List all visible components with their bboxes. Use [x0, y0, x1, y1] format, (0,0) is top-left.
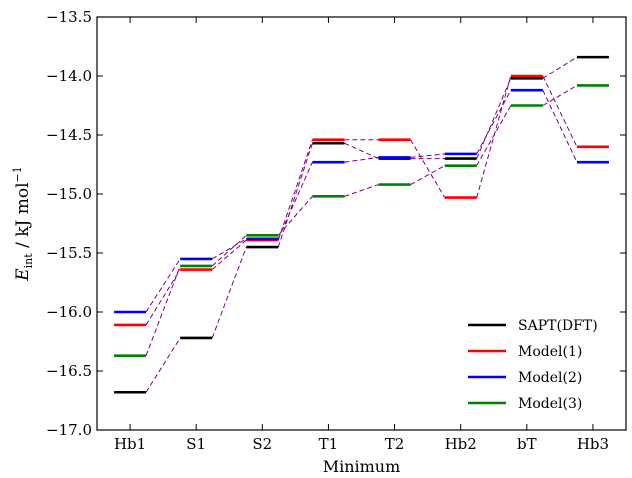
y-tick-label: −13.5 [46, 8, 92, 26]
x-tick-label: Hb1 [114, 435, 146, 453]
y-tick-label: −15.5 [46, 244, 92, 262]
x-tick-label: T1 [319, 435, 339, 453]
x-tick-label: T2 [385, 435, 405, 453]
connector-2-2 [277, 161, 313, 240]
connector-2-1 [211, 238, 247, 260]
y-tick-label: −16.5 [46, 362, 92, 380]
x-ticks: Hb1 S1 S2 T1 T2 Hb2 bT Hb3 [114, 17, 609, 453]
y-axis-unit-exponent: −1 [11, 166, 24, 182]
energy-levels [114, 55, 609, 394]
connector-0-1 [211, 246, 247, 339]
x-tick-label: Hb2 [445, 435, 477, 453]
connector-0-3 [344, 142, 379, 160]
y-ticks: −17.0 −16.5 −16.0 −15.5 −15.0 −14.5 −14.0 −13.5 [46, 8, 626, 439]
y-axis-subscript: int [22, 253, 35, 269]
connector-2-6 [542, 89, 578, 163]
connector-2-4 [410, 153, 445, 158]
y-tick-label: −14.5 [46, 126, 92, 144]
y-axis-symbol: E [13, 268, 33, 282]
x-tick-label: bT [517, 435, 537, 453]
connector-1-1 [211, 239, 247, 270]
x-tick-label: Hb3 [577, 435, 609, 453]
x-axis-label: Minimum [323, 457, 401, 476]
y-tick-label: −17.0 [46, 421, 92, 439]
x-tick-label: S1 [186, 435, 206, 453]
connector-1-4 [410, 139, 446, 198]
connector-1-2 [277, 139, 313, 241]
connector-0-2 [277, 143, 313, 248]
connector-3-5 [476, 105, 512, 166]
connector-0-0 [145, 337, 181, 393]
y-tick-label: −16.0 [46, 303, 92, 321]
connector-3-0 [145, 265, 181, 356]
legend-label-3: Model(3) [518, 396, 582, 412]
connector-1-6 [542, 75, 578, 148]
connector-3-4 [410, 165, 445, 185]
connector-3-2 [277, 196, 313, 236]
connector-0-5 [476, 78, 512, 159]
legend: SAPT(DFT) Model(1) Model(2) Model(3) [468, 318, 598, 412]
legend-label-2: Model(2) [518, 370, 582, 386]
x-tick-label: S2 [252, 435, 272, 453]
connector-3-6 [542, 85, 578, 106]
connector-3-3 [344, 184, 379, 197]
connector-1-0 [145, 269, 181, 326]
y-tick-label: −14.0 [46, 67, 92, 85]
connectors [145, 56, 578, 393]
legend-label-1: Model(1) [518, 344, 582, 360]
connector-1-5 [476, 75, 512, 198]
connector-2-5 [476, 89, 512, 155]
legend-label-0: SAPT(DFT) [518, 318, 598, 334]
y-tick-label: −15.0 [46, 185, 92, 203]
y-axis-label: Eint / kJ mol−1 [11, 166, 35, 282]
connector-2-3 [344, 156, 379, 163]
connector-2-0 [145, 258, 181, 313]
connector-0-6 [542, 56, 578, 79]
plot-frame [96, 16, 627, 431]
y-axis-unit: / kJ mol [13, 182, 33, 253]
